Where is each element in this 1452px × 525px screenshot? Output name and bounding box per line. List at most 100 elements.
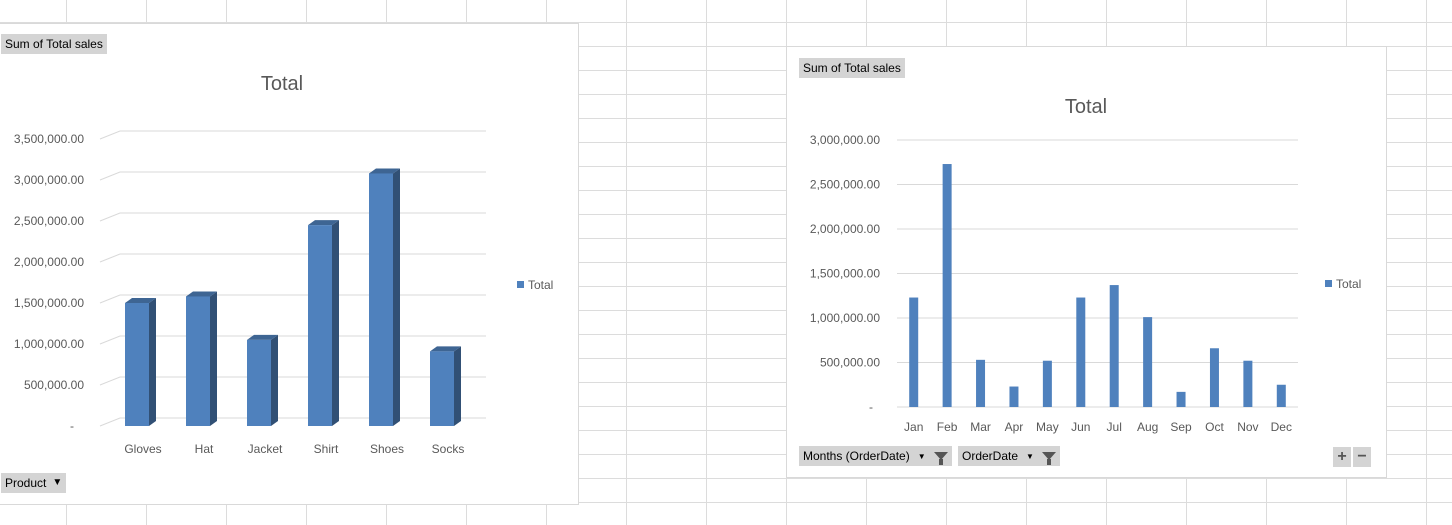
bar	[942, 164, 952, 407]
bar	[125, 303, 149, 426]
y-tick-label: 3,500,000.00	[14, 132, 84, 146]
gridline	[99, 294, 486, 304]
chart-title: Total	[261, 73, 303, 95]
bar-top	[308, 220, 339, 226]
bar	[1243, 360, 1253, 407]
gridline	[99, 417, 486, 427]
gridline	[99, 253, 486, 263]
legend-label: Total	[528, 278, 553, 292]
product-field-button[interactable]: Product ▼	[1, 473, 67, 493]
bar-top	[369, 168, 400, 174]
value-field-label-right: Sum of Total sales	[803, 61, 901, 75]
monthly-chart-plot: Total - 500,000.00 1,000,000.00 1,500,000.00…	[810, 96, 1361, 434]
x-tick-label: Feb	[937, 420, 958, 434]
value-field-button-right[interactable]: Sum of Total sales	[799, 58, 905, 78]
legend-swatch	[517, 281, 524, 288]
y-tick-label: -	[869, 400, 873, 414]
gridline	[99, 212, 486, 222]
y-tick-label: 500,000.00	[24, 378, 84, 392]
x-tick-label: Hat	[195, 442, 214, 456]
x-tick-label: Jacket	[248, 442, 283, 456]
x-tick-label: Socks	[432, 442, 465, 456]
dropdown-arrow-icon: ▼	[1026, 451, 1034, 461]
filter-icon	[1041, 451, 1056, 465]
monthly-pivot-chart[interactable]: Sum of Total sales Total - 500,000.00 1,000…	[786, 46, 1387, 478]
bar-side	[332, 220, 339, 426]
product-chart-plot: Total - 500,000.00 1,000,000.00 1,500,000.00…	[14, 73, 553, 456]
gridline	[99, 376, 486, 386]
y-tick-label: 500,000.00	[820, 356, 880, 370]
chart-title: Total	[1065, 96, 1107, 118]
bar	[430, 351, 454, 426]
bar-top	[186, 291, 217, 297]
bar	[1076, 297, 1086, 407]
bar	[369, 173, 393, 426]
y-tick-label: 1,000,000.00	[14, 337, 84, 351]
x-tick-label: Shoes	[370, 442, 404, 456]
legend-swatch	[1325, 280, 1332, 287]
value-field-button[interactable]: Sum of Total sales	[1, 34, 107, 54]
x-tick-label: Jul	[1107, 420, 1122, 434]
bar	[1042, 360, 1052, 407]
x-tick-label: Apr	[1005, 420, 1024, 434]
months-field-label: Months (OrderDate)	[803, 449, 910, 463]
x-tick-label: Jun	[1071, 420, 1090, 434]
x-tick-label: Sep	[1170, 420, 1192, 434]
bar	[1143, 317, 1153, 407]
collapse-field-button[interactable]: −	[1353, 447, 1371, 467]
orderdate-field-label: OrderDate	[962, 449, 1019, 463]
bar	[1009, 386, 1019, 407]
bar-top	[247, 334, 278, 340]
bar	[186, 296, 210, 426]
x-tick-label: Mar	[970, 420, 991, 434]
product-pivot-chart[interactable]: Sum of Total sales Total - 500,000.00 1,000…	[0, 23, 579, 505]
x-tick-label: Oct	[1205, 420, 1224, 434]
filter-icon	[933, 451, 948, 465]
y-tick-label: 1,000,000.00	[810, 311, 880, 325]
months-field-button[interactable]: Months (OrderDate) ▼	[799, 446, 952, 466]
y-tick-label: 2,000,000.00	[14, 255, 84, 269]
minus-icon: −	[1357, 448, 1367, 465]
y-tick-label: -	[70, 419, 74, 433]
x-tick-label: May	[1036, 420, 1059, 434]
orderdate-field-button[interactable]: OrderDate ▼	[958, 446, 1060, 466]
y-tick-label: 1,500,000.00	[810, 267, 880, 281]
x-tick-label: Shirt	[314, 442, 339, 456]
x-tick-label: Aug	[1137, 420, 1158, 434]
bar	[247, 339, 271, 426]
gridline	[99, 130, 486, 140]
bar	[308, 225, 332, 426]
product-field-label: Product	[5, 476, 47, 490]
bar-top	[430, 346, 461, 352]
expand-field-button[interactable]: +	[1333, 447, 1351, 467]
bar-top	[125, 298, 156, 303]
y-tick-label: 3,000,000.00	[810, 133, 880, 147]
bar	[1109, 285, 1119, 407]
dropdown-arrow-icon: ▼	[917, 451, 926, 461]
bar	[976, 359, 986, 407]
bar-side	[393, 168, 400, 426]
y-tick-label: 2,500,000.00	[14, 214, 84, 228]
x-tick-label: Jan	[904, 420, 923, 434]
dropdown-arrow-icon: ▼	[52, 477, 63, 488]
y-tick-label: 2,500,000.00	[810, 178, 880, 192]
bar	[1209, 348, 1219, 407]
bar	[909, 297, 919, 407]
plus-icon: +	[1337, 448, 1347, 465]
x-tick-label: Nov	[1237, 420, 1258, 434]
x-tick-label: Gloves	[124, 442, 161, 456]
y-tick-label: 1,500,000.00	[14, 296, 84, 310]
gridline	[99, 335, 486, 345]
bar	[1176, 391, 1186, 407]
bar	[1276, 384, 1286, 407]
gridline	[99, 171, 486, 181]
legend-label: Total	[1336, 277, 1361, 291]
y-tick-label: 2,000,000.00	[810, 222, 880, 236]
x-tick-label: Dec	[1271, 420, 1292, 434]
bar-side	[454, 346, 461, 426]
y-tick-label: 3,000,000.00	[14, 173, 84, 187]
value-field-label: Sum of Total sales	[5, 37, 103, 51]
bar-side	[149, 298, 156, 426]
bar-side	[210, 291, 217, 426]
bar-side	[271, 334, 278, 426]
